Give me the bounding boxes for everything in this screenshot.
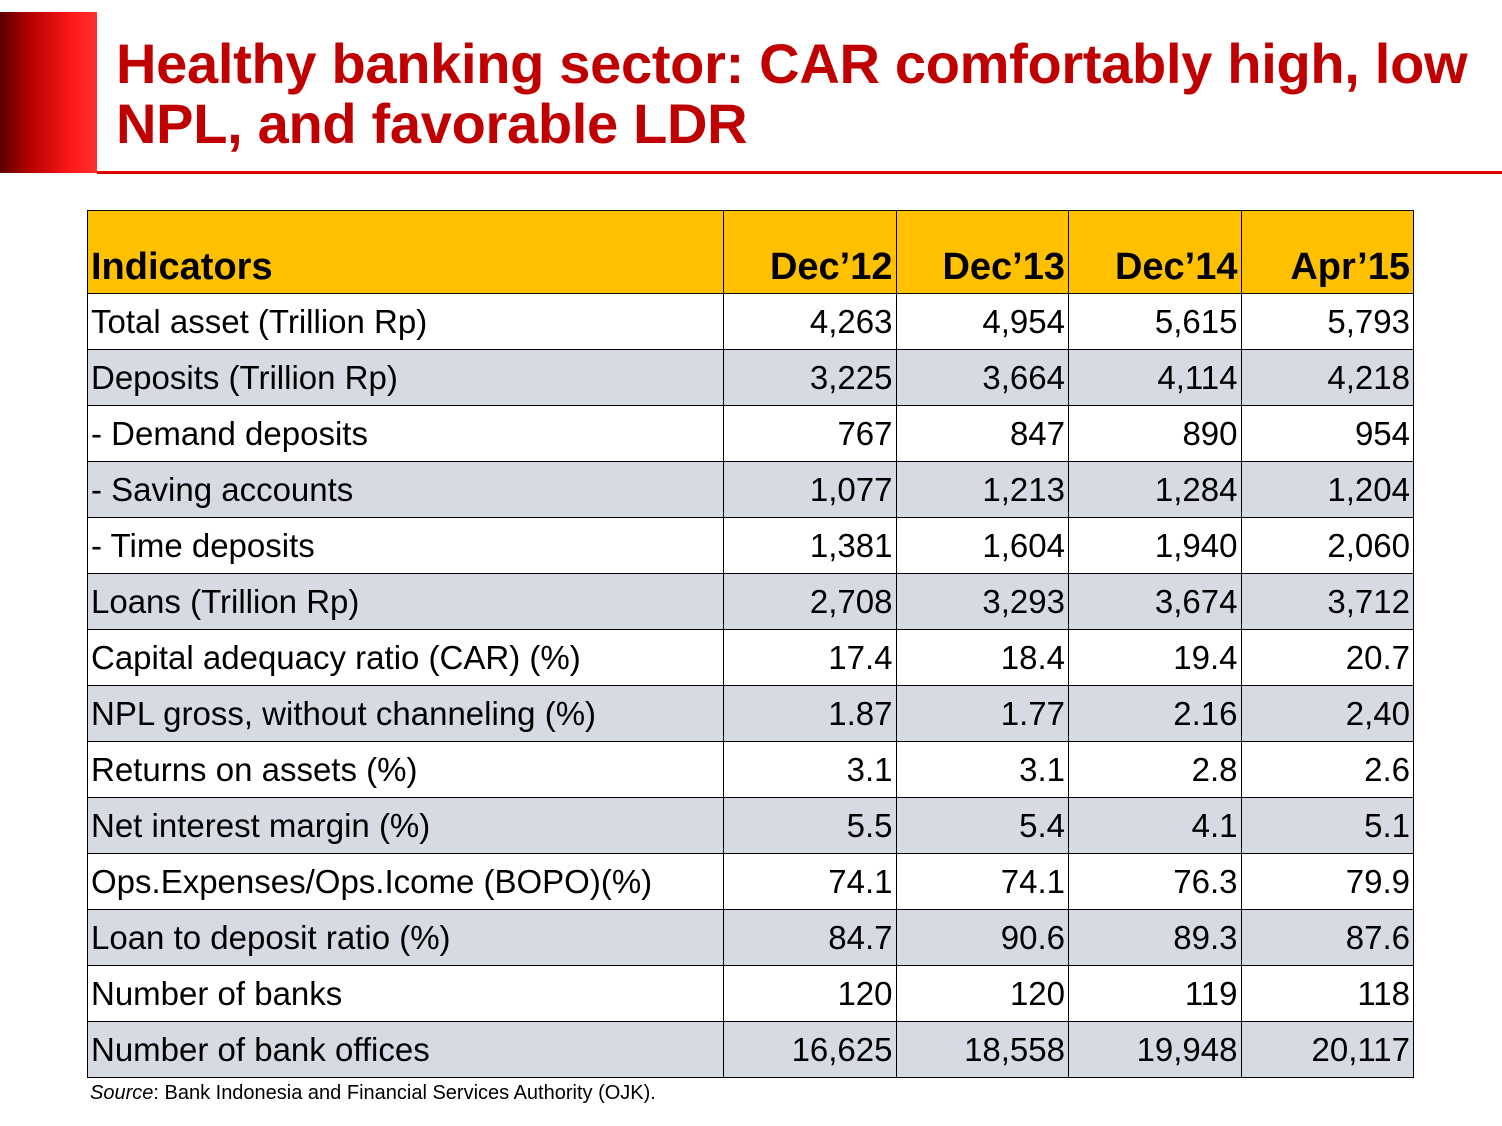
row-value: 1.77: [895, 685, 1069, 742]
table-row: Loans (Trillion Rp) 2,708 3,293 3,674 3,712: [87, 573, 1414, 630]
row-value: 4,263: [723, 293, 897, 350]
header-indicators: Indicators: [87, 210, 724, 294]
row-value: 5,615: [1068, 293, 1242, 350]
row-value: 1,077: [723, 461, 897, 518]
slide-title: Healthy banking sector: CAR comfortably …: [116, 32, 1468, 155]
row-value: 3,712: [1240, 573, 1414, 630]
header-dec14: Dec’14: [1068, 210, 1242, 294]
row-value: 4,218: [1240, 349, 1414, 406]
row-value: 19,948: [1068, 1021, 1242, 1078]
row-value: 2,40: [1240, 685, 1414, 742]
table-row: Ops.Expenses/Ops.Icome (BOPO)(%) 74.1 74.1…: [87, 853, 1414, 910]
row-label: - Demand deposits: [87, 405, 724, 462]
row-label: Loans (Trillion Rp): [87, 573, 724, 630]
row-label: NPL gross, without channeling (%): [87, 685, 724, 742]
row-value: 89.3: [1068, 909, 1242, 966]
indicators-table: Indicators Dec’12 Dec’13 Dec’14 Apr’15 T…: [87, 210, 1414, 1078]
row-label: Deposits (Trillion Rp): [87, 349, 724, 406]
row-value: 20.7: [1240, 629, 1414, 686]
row-value: 1.87: [723, 685, 897, 742]
row-value: 5.4: [895, 797, 1069, 854]
table-header-row: Indicators Dec’12 Dec’13 Dec’14 Apr’15: [87, 210, 1414, 294]
table-row: Total asset (Trillion Rp) 4,263 4,954 5,615…: [87, 293, 1414, 350]
table-row: - Demand deposits 767 847 890 954: [87, 405, 1414, 462]
row-label: Returns on assets (%): [87, 741, 724, 798]
source-text: : Bank Indonesia and Financial Services …: [153, 1082, 656, 1104]
row-value: 76.3: [1068, 853, 1242, 910]
row-label: - Saving accounts: [87, 461, 724, 518]
row-value: 118: [1240, 965, 1414, 1022]
row-value: 1,940: [1068, 517, 1242, 574]
row-value: 19.4: [1068, 629, 1242, 686]
row-value: 1,604: [895, 517, 1069, 574]
header-dec12: Dec’12: [723, 210, 897, 294]
table-row: - Time deposits 1,381 1,604 1,940 2,060: [87, 517, 1414, 574]
row-value: 4.1: [1068, 797, 1242, 854]
row-label: - Time deposits: [87, 517, 724, 574]
row-value: 90.6: [895, 909, 1069, 966]
row-value: 954: [1240, 405, 1414, 462]
row-value: 3,674: [1068, 573, 1242, 630]
row-value: 847: [895, 405, 1069, 462]
row-value: 5.1: [1240, 797, 1414, 854]
table-row: Number of bank offices 16,625 18,558 19,948…: [87, 1021, 1414, 1078]
row-value: 2,708: [723, 573, 897, 630]
row-value: 1,284: [1068, 461, 1242, 518]
row-value: 3,225: [723, 349, 897, 406]
row-label: Ops.Expenses/Ops.Icome (BOPO)(%): [87, 853, 724, 910]
source-note: Source: Bank Indonesia and Financial Ser…: [90, 1082, 656, 1105]
row-value: 2,060: [1240, 517, 1414, 574]
row-value: 890: [1068, 405, 1242, 462]
row-value: 767: [723, 405, 897, 462]
row-value: 17.4: [723, 629, 897, 686]
table-row: - Saving accounts 1,077 1,213 1,284 1,204: [87, 461, 1414, 518]
row-value: 20,117: [1240, 1021, 1414, 1078]
source-label: Source: [90, 1082, 154, 1104]
row-label: Loan to deposit ratio (%): [87, 909, 724, 966]
row-label: Number of bank offices: [87, 1021, 724, 1078]
row-value: 1,204: [1240, 461, 1414, 518]
row-label: Total asset (Trillion Rp): [87, 293, 724, 350]
row-label: Capital adequacy ratio (CAR) (%): [87, 629, 724, 686]
row-value: 120: [723, 965, 897, 1022]
header-dec13: Dec’13: [895, 210, 1069, 294]
row-value: 1,381: [723, 517, 897, 574]
table-row: Deposits (Trillion Rp) 3,225 3,664 4,114 4,2…: [87, 349, 1414, 406]
row-value: 18,558: [895, 1021, 1069, 1078]
table-row: Capital adequacy ratio (CAR) (%) 17.4 18.4…: [87, 629, 1414, 686]
table-row: NPL gross, without channeling (%) 1.87 1.7…: [87, 685, 1414, 742]
row-value: 5.5: [723, 797, 897, 854]
table-body: Total asset (Trillion Rp) 4,263 4,954 5,615…: [87, 293, 1414, 1078]
row-label: Number of banks: [87, 965, 724, 1022]
row-label: Net interest margin (%): [87, 797, 724, 854]
row-value: 2.6: [1240, 741, 1414, 798]
row-value: 74.1: [895, 853, 1069, 910]
row-value: 4,954: [895, 293, 1069, 350]
row-value: 79.9: [1240, 853, 1414, 910]
row-value: 120: [895, 965, 1069, 1022]
row-value: 4,114: [1068, 349, 1242, 406]
row-value: 2.16: [1068, 685, 1242, 742]
row-value: 18.4: [895, 629, 1069, 686]
title-underline: [97, 171, 1502, 174]
row-value: 84.7: [723, 909, 897, 966]
table-row: Returns on assets (%) 3.1 3.1 2.8 2.6: [87, 741, 1414, 798]
row-value: 74.1: [723, 853, 897, 910]
row-value: 2.8: [1068, 741, 1242, 798]
row-value: 1,213: [895, 461, 1069, 518]
table-row: Number of banks 120 120 119 118: [87, 965, 1414, 1022]
row-value: 3,664: [895, 349, 1069, 406]
title-accent-bar: [0, 12, 97, 173]
row-value: 3.1: [723, 741, 897, 798]
row-value: 16,625: [723, 1021, 897, 1078]
table-row: Loan to deposit ratio (%) 84.7 90.6 89.3 87.…: [87, 909, 1414, 966]
row-value: 119: [1068, 965, 1242, 1022]
row-value: 3.1: [895, 741, 1069, 798]
header-apr15: Apr’15: [1240, 210, 1414, 294]
row-value: 87.6: [1240, 909, 1414, 966]
row-value: 3,293: [895, 573, 1069, 630]
row-value: 5,793: [1240, 293, 1414, 350]
table-row: Net interest margin (%) 5.5 5.4 4.1 5.1: [87, 797, 1414, 854]
